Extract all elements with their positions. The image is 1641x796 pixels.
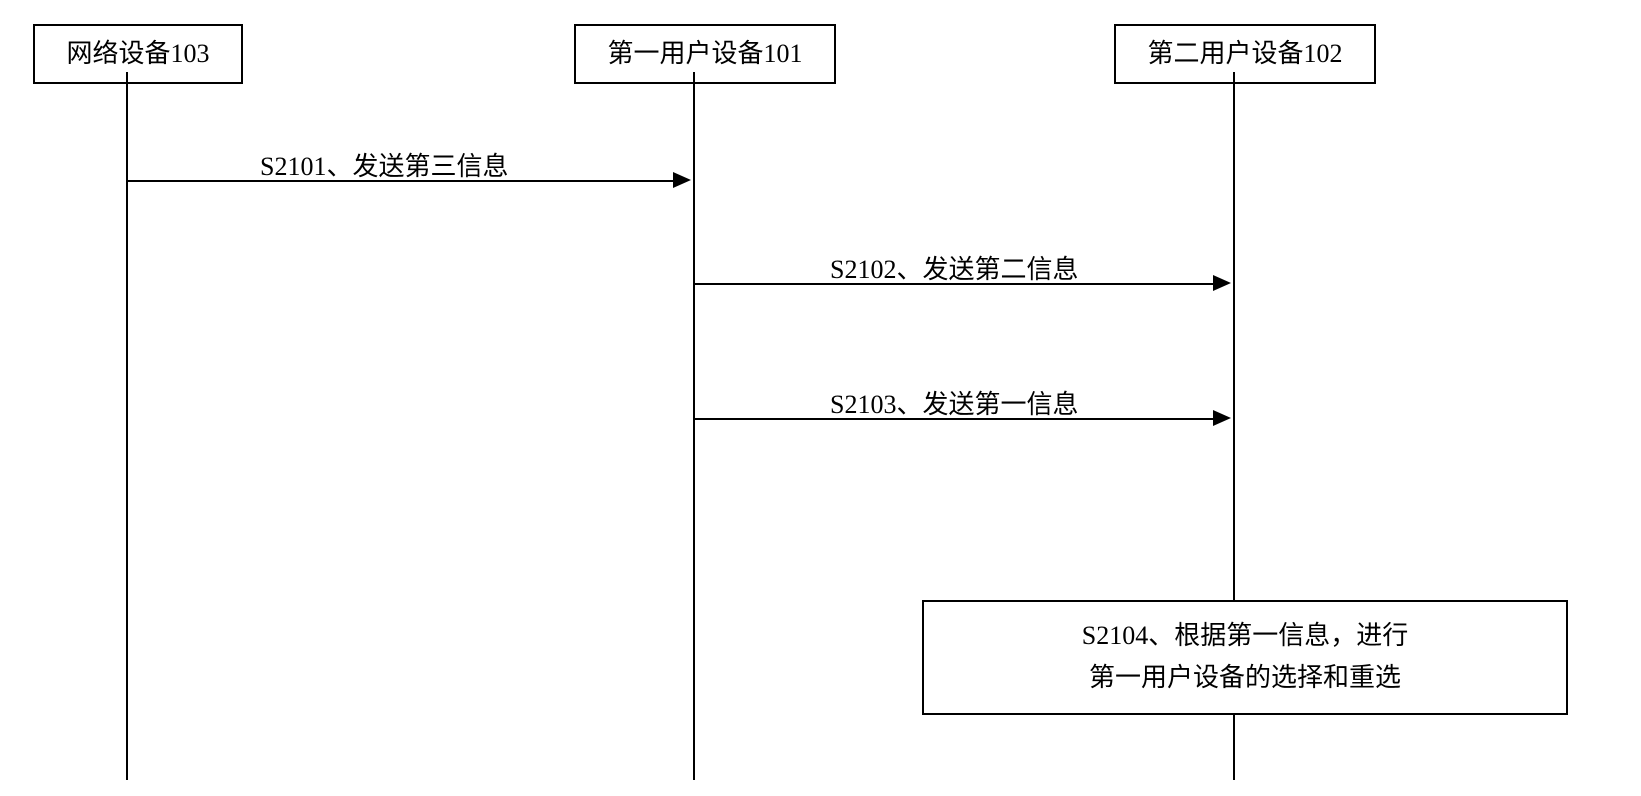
participant-box-ue2: 第二用户设备102 [1114,24,1376,84]
participant-box-ue1: 第一用户设备101 [574,24,836,84]
arrow-right-icon [673,172,691,188]
note-line: 第一用户设备的选择和重选 [934,658,1556,698]
message-line-s2103 [695,418,1213,420]
lifeline-network-device [126,72,128,780]
arrow-right-icon [1213,410,1231,426]
message-line-s2101 [128,180,673,182]
message-label-s2102: S2102、发送第二信息 [830,249,1078,286]
note-box-s2104: S2104、根据第一信息，进行 第一用户设备的选择和重选 [922,600,1568,715]
arrow-right-icon [1213,275,1231,291]
message-label-s2103: S2103、发送第一信息 [830,384,1078,421]
participant-box-network-device: 网络设备103 [33,24,243,84]
note-line: S2104、根据第一信息，进行 [934,616,1556,656]
sequence-diagram: 网络设备103 第一用户设备101 第二用户设备102 S2101、发送第三信息… [0,0,1641,796]
message-label-s2101: S2101、发送第三信息 [260,146,508,183]
lifeline-ue1 [693,72,695,780]
message-line-s2102 [695,283,1213,285]
